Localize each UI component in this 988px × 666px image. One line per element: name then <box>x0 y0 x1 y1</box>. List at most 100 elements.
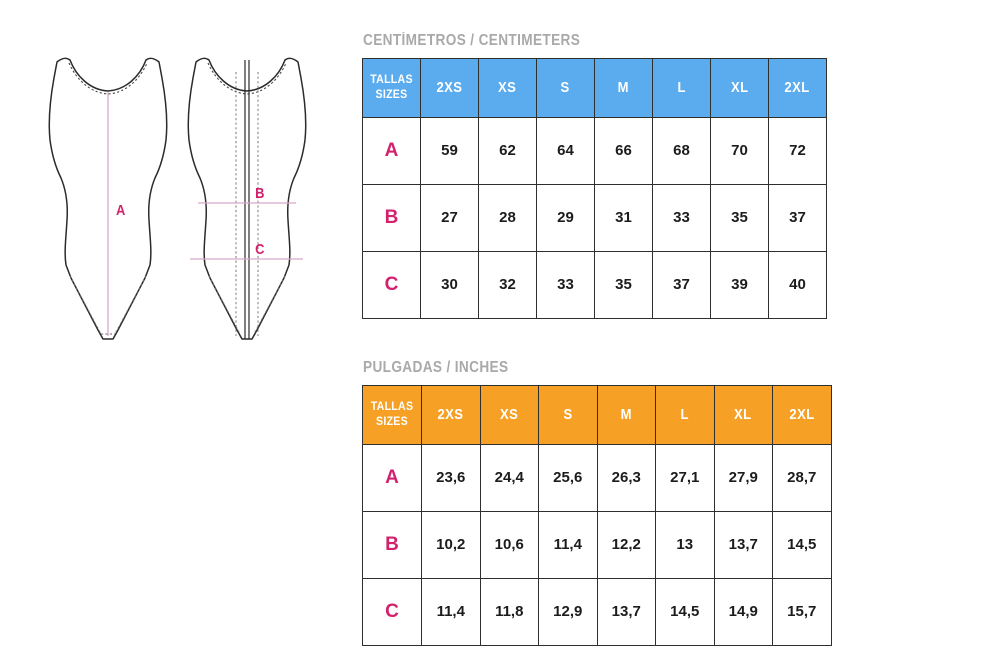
header-size-label: 2XL <box>789 406 815 423</box>
measurement-cell: 64 <box>536 116 595 185</box>
measurement-cell: 40 <box>768 250 827 319</box>
header-size-label: 2XL <box>784 79 811 96</box>
measurement-cell: 28 <box>478 183 537 252</box>
measurement-cell: 15,7 <box>772 577 832 646</box>
inches-table-title: PULGADAS / INCHES <box>363 359 509 376</box>
header-cell-size-2xs: 2XS <box>420 57 479 118</box>
row-key-cell: C <box>362 250 421 319</box>
header-cell-size-s: S <box>538 384 598 445</box>
measurement-cell: 11,8 <box>479 577 539 646</box>
header-cell-size-xs: XS <box>479 384 539 445</box>
header-cell-size-l: L <box>655 384 715 445</box>
measurement-cell: 10,2 <box>421 510 481 579</box>
header-size-label: S <box>560 79 571 96</box>
swimsuit-diagram-svg: A B C <box>48 57 307 340</box>
measurement-cell: 14,9 <box>713 577 773 646</box>
row-key-cell: B <box>362 510 422 579</box>
measurement-cell: 28,7 <box>772 443 832 512</box>
header-sizes-line1: TALLAS <box>370 401 414 414</box>
measurement-cell: 31 <box>594 183 653 252</box>
header-size-label: 2XS <box>436 79 463 96</box>
front-leg-stitch-left <box>69 275 102 335</box>
table-row: C 30 32 33 35 37 39 40 <box>362 250 827 319</box>
measurement-cell: 10,6 <box>479 510 539 579</box>
measurement-cell: 14,5 <box>655 577 715 646</box>
table-row: A 59 62 64 66 68 70 72 <box>362 116 827 185</box>
header-sizes-stack: TALLAS SIZES <box>363 73 420 102</box>
swimsuit-back-view: B C <box>187 57 307 340</box>
header-cell-sizes: TALLAS SIZES <box>362 384 422 445</box>
row-key-label: B <box>385 533 399 555</box>
centimeters-table-head: TALLAS SIZES 2XS XS S M L XL 2XL <box>362 57 827 118</box>
header-size-label: L <box>680 406 689 423</box>
measurement-cell: 11,4 <box>421 577 481 646</box>
measurement-cell: 59 <box>420 116 479 185</box>
measure-label-b: B <box>255 184 264 201</box>
swimsuit-illustrations: A B C <box>0 0 345 666</box>
measurement-cell: 33 <box>652 183 711 252</box>
header-size-label: XL <box>730 79 749 96</box>
header-size-label: XS <box>500 406 519 423</box>
back-leg-stitch-right <box>253 275 286 335</box>
centimeters-table-title: CENTÍMETROS / CENTIMETERS <box>363 32 581 49</box>
header-cell-size-xs: XS <box>478 57 537 118</box>
measurement-cell: 37 <box>652 250 711 319</box>
measurement-cell: 13,7 <box>713 510 773 579</box>
measurement-cell: 14,5 <box>772 510 832 579</box>
measurement-cell: 72 <box>768 116 827 185</box>
measurement-cell: 30 <box>420 250 479 319</box>
row-key-label: A <box>385 466 399 488</box>
measurement-cell: 27 <box>420 183 479 252</box>
measurement-cell: 13,7 <box>596 577 656 646</box>
header-size-label: M <box>620 406 632 423</box>
header-sizes-line2: SIZES <box>376 415 408 428</box>
row-key-cell: A <box>362 443 422 512</box>
header-sizes-line2: SIZES <box>375 88 408 101</box>
header-size-label: S <box>563 406 573 423</box>
row-key-label: C <box>385 600 399 622</box>
header-size-label: L <box>677 79 686 96</box>
measurement-cell: 23,6 <box>421 443 481 512</box>
header-size-label: XS <box>498 79 517 96</box>
measurement-cell: 37 <box>768 183 827 252</box>
inches-size-table: TALLAS SIZES 2XS XS S M L XL 2XL A 23,6 <box>362 384 832 646</box>
header-cell-size-m: M <box>594 57 653 118</box>
swimsuit-front-view: A <box>48 57 168 340</box>
back-outline <box>187 57 307 340</box>
back-leg-stitch-left <box>208 275 241 335</box>
row-key-cell: A <box>362 116 421 185</box>
header-cell-size-2xl: 2XL <box>768 57 827 118</box>
header-cell-size-s: S <box>536 57 595 118</box>
row-key-label: A <box>384 139 399 161</box>
header-cell-size-m: M <box>596 384 656 445</box>
centimeters-table-block: CENTÍMETROS / CENTIMETERS TALLAS SIZES 2… <box>362 33 827 319</box>
header-cell-size-l: L <box>652 57 711 118</box>
row-key-label: B <box>384 206 399 228</box>
measurement-cell: 25,6 <box>538 443 598 512</box>
header-cell-size-xl: XL <box>713 384 773 445</box>
measurement-cell: 11,4 <box>538 510 598 579</box>
measurement-cell: 39 <box>710 250 769 319</box>
table-header-row: TALLAS SIZES 2XS XS S M L XL 2XL <box>362 384 832 445</box>
measurement-cell: 35 <box>710 183 769 252</box>
measurement-cell: 12,9 <box>538 577 598 646</box>
measurement-cell: 32 <box>478 250 537 319</box>
measurement-cell: 27,9 <box>713 443 773 512</box>
header-size-label: M <box>617 79 630 96</box>
measurement-cell: 13 <box>655 510 715 579</box>
centimeters-table-body: A 59 62 64 66 68 70 72 B 27 28 29 31 33 … <box>362 116 827 319</box>
measure-label-a: A <box>116 201 125 218</box>
front-leg-stitch-right <box>114 275 147 335</box>
inches-table-head: TALLAS SIZES 2XS XS S M L XL 2XL <box>362 384 832 445</box>
header-size-label: XL <box>734 406 753 423</box>
header-size-label: 2XS <box>437 406 464 423</box>
measurement-cell: 66 <box>594 116 653 185</box>
inches-table-body: A 23,6 24,4 25,6 26,3 27,1 27,9 28,7 B 1… <box>362 443 832 646</box>
header-cell-sizes: TALLAS SIZES <box>362 57 421 118</box>
measurement-cell: 33 <box>536 250 595 319</box>
table-row: C 11,4 11,8 12,9 13,7 14,5 14,9 15,7 <box>362 577 832 646</box>
measurement-cell: 62 <box>478 116 537 185</box>
measurement-cell: 26,3 <box>596 443 656 512</box>
measurement-cell: 27,1 <box>655 443 715 512</box>
